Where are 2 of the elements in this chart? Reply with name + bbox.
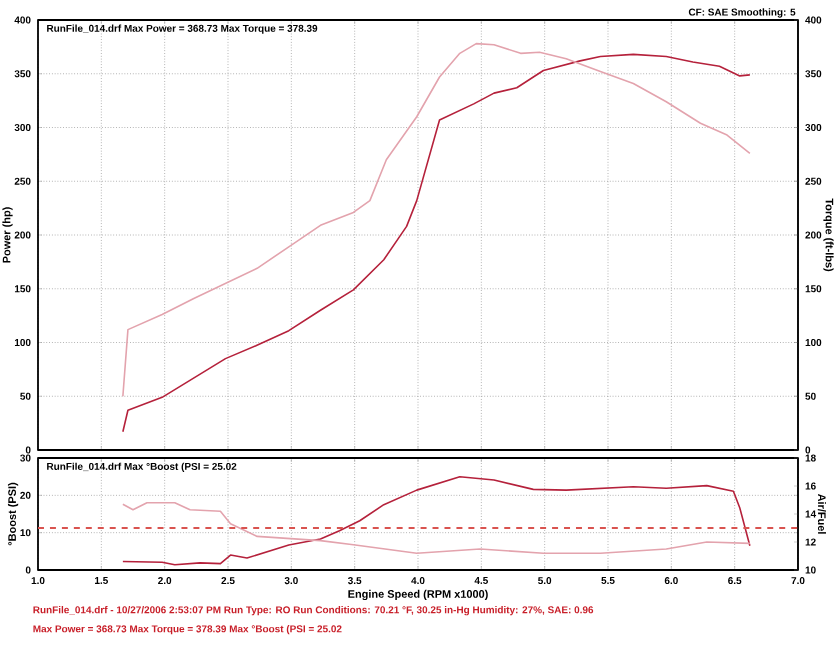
line-series — [122, 475, 751, 566]
line-series — [122, 502, 751, 554]
